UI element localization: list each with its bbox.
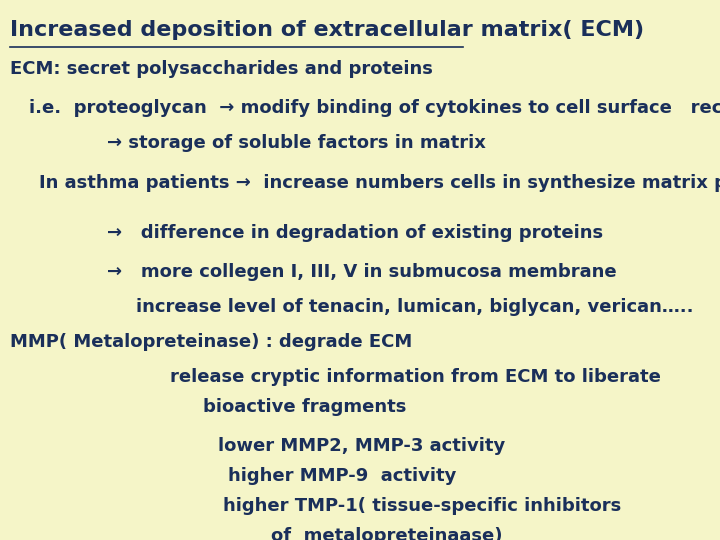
Text: of  metalopreteinaase): of metalopreteinaase) xyxy=(271,527,503,540)
Text: higher MMP-9  activity: higher MMP-9 activity xyxy=(228,467,456,485)
Text: higher TMP-1( tissue-specific inhibitors: higher TMP-1( tissue-specific inhibitors xyxy=(223,497,621,515)
Text: release cryptic information from ECM to liberate: release cryptic information from ECM to … xyxy=(170,368,660,386)
Text: Increased deposition of extracellular matrix( ECM): Increased deposition of extracellular ma… xyxy=(9,20,644,40)
Text: →   difference in degradation of existing proteins: → difference in degradation of existing … xyxy=(107,224,603,242)
Text: →   more collegen I, III, V in submucosa membrane: → more collegen I, III, V in submucosa m… xyxy=(107,264,616,281)
Text: lower MMP2, MMP-3 activity: lower MMP2, MMP-3 activity xyxy=(218,437,505,455)
Text: In asthma patients →  increase numbers cells in synthesize matrix protein: In asthma patients → increase numbers ce… xyxy=(39,174,720,192)
Text: → storage of soluble factors in matrix: → storage of soluble factors in matrix xyxy=(107,134,485,152)
Text: ECM: secret polysaccharides and proteins: ECM: secret polysaccharides and proteins xyxy=(9,59,433,78)
Text: bioactive fragments: bioactive fragments xyxy=(204,397,407,416)
Text: i.e.  proteoglycan  → modify binding of cytokines to cell surface   receptors: i.e. proteoglycan → modify binding of cy… xyxy=(29,99,720,117)
Text: MMP( Metalopreteinase) : degrade ECM: MMP( Metalopreteinase) : degrade ECM xyxy=(9,333,412,351)
Text: increase level of tenacin, lumican, biglycan, verican…..: increase level of tenacin, lumican, bigl… xyxy=(135,298,693,316)
